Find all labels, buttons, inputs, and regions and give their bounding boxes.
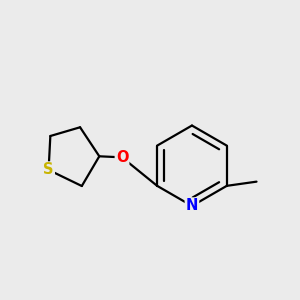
Text: N: N: [186, 198, 198, 213]
Text: S: S: [43, 162, 54, 177]
Text: O: O: [116, 150, 128, 165]
